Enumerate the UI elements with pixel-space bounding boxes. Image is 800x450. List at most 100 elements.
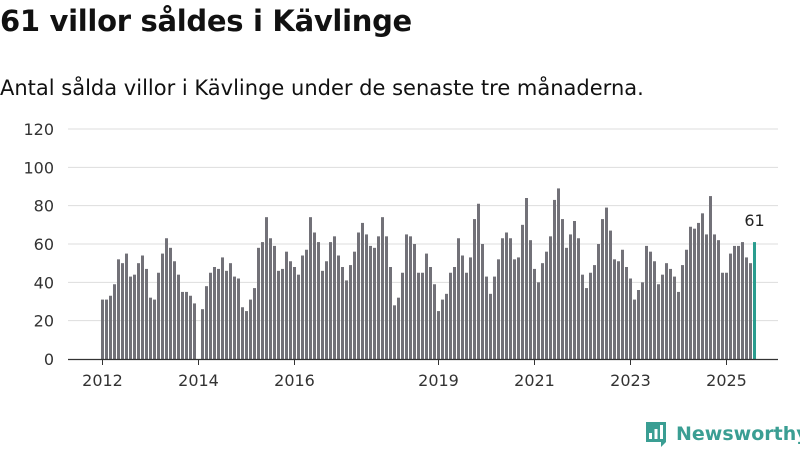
bar [113, 284, 116, 359]
bar [465, 272, 468, 359]
bar [149, 297, 152, 359]
bar [609, 230, 612, 359]
bar [277, 270, 280, 359]
bar [445, 293, 448, 359]
bar [573, 221, 576, 359]
bar [309, 217, 312, 359]
bar [213, 267, 216, 359]
x-tick-label: 2021 [514, 371, 555, 390]
bar [697, 222, 700, 359]
bar [129, 276, 132, 359]
bar [681, 265, 684, 359]
bar [657, 284, 660, 359]
bar [661, 274, 664, 359]
bar [225, 270, 228, 359]
bar [393, 305, 396, 359]
bar [253, 288, 256, 359]
bar [689, 226, 692, 359]
bar [485, 276, 488, 359]
y-tick-label: 0 [44, 350, 54, 369]
bar [101, 299, 104, 359]
bar [165, 238, 168, 359]
bar [733, 245, 736, 359]
bar [285, 251, 288, 359]
bar [141, 255, 144, 359]
bar [217, 268, 220, 359]
bar [541, 263, 544, 359]
y-tick-label: 120 [23, 120, 54, 139]
bar [537, 282, 540, 359]
bar [301, 255, 304, 359]
bar [401, 272, 404, 359]
bar [525, 198, 528, 359]
bar [429, 267, 432, 359]
bar [357, 232, 360, 359]
chart-subtitle: Antal sålda villor i Kävlinge under de s… [0, 76, 644, 100]
bar [373, 247, 376, 359]
bar [281, 268, 284, 359]
bar [273, 245, 276, 359]
bar [157, 272, 160, 359]
y-tick-label: 40 [34, 273, 54, 292]
x-tick-label: 2014 [178, 371, 219, 390]
bar [745, 257, 748, 359]
bar [381, 217, 384, 359]
bar [545, 251, 548, 359]
bar [701, 213, 704, 359]
bar [441, 299, 444, 359]
bar [337, 255, 340, 359]
bar [153, 299, 156, 359]
bar [505, 232, 508, 359]
bar [133, 274, 136, 359]
bar [665, 263, 668, 359]
bar [333, 236, 336, 359]
bar [189, 295, 192, 359]
bar [269, 238, 272, 359]
bar [517, 257, 520, 359]
chart-title: 61 villor såldes i Kävlinge [0, 4, 412, 38]
x-axis-ticks: 2012 2014 2016 2019 2021 2023 2025 [82, 359, 747, 390]
bar [341, 267, 344, 359]
bar [713, 234, 716, 359]
bar [641, 282, 644, 359]
bar [709, 196, 712, 359]
bar [593, 265, 596, 359]
bar [725, 272, 728, 359]
y-tick-label: 100 [23, 158, 54, 177]
bar [205, 286, 208, 359]
bar [629, 278, 632, 359]
bar [137, 263, 140, 359]
y-axis-ticks: 0 20 40 60 80 100 120 [23, 120, 54, 369]
bar [109, 295, 112, 359]
bar [185, 291, 188, 359]
bar [261, 242, 264, 359]
bar [581, 274, 584, 359]
bar [325, 261, 328, 359]
bar [561, 219, 564, 359]
bar [729, 253, 732, 359]
bar [345, 280, 348, 359]
bar [193, 303, 196, 359]
bar [677, 291, 680, 359]
bar [233, 276, 236, 359]
bar [249, 299, 252, 359]
bar [221, 257, 224, 359]
bar [469, 257, 472, 359]
bar [605, 207, 608, 359]
bar [425, 253, 428, 359]
data-labels: 61 [744, 211, 764, 230]
bar [633, 299, 636, 359]
bar [645, 245, 648, 359]
bar [237, 278, 240, 359]
bar [229, 263, 232, 359]
bar [453, 267, 456, 359]
bar [625, 267, 628, 359]
bar [329, 242, 332, 359]
bar [361, 222, 364, 359]
bar [613, 259, 616, 359]
bar [553, 199, 556, 359]
bar [461, 255, 464, 359]
bar [589, 272, 592, 359]
bar [161, 253, 164, 359]
bar [477, 203, 480, 359]
